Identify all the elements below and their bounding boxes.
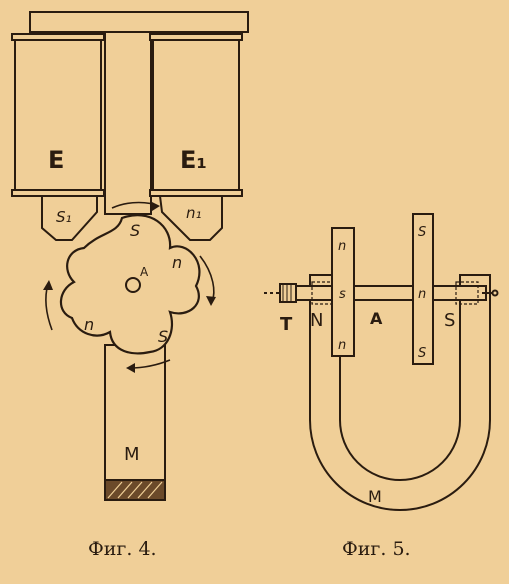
label-magnet: M	[368, 487, 382, 506]
bearing-right	[455, 281, 479, 305]
yoke-bar	[29, 11, 249, 33]
caption-figure-5: Фиг. 5.	[342, 538, 411, 560]
yoke-post	[104, 31, 152, 215]
figure-4	[11, 11, 249, 501]
label-base: M	[124, 444, 140, 465]
label-disk-left-top: n	[338, 239, 346, 254]
axle-shaft	[295, 285, 487, 301]
label-axle-4: A	[140, 265, 149, 279]
label-rotor-top: S	[130, 221, 140, 240]
axle-right-end	[491, 289, 499, 297]
coil-left	[11, 33, 105, 197]
disk-left	[331, 227, 355, 357]
pulley-teeth	[282, 284, 292, 302]
label-pole-north: N	[310, 310, 323, 331]
label-disk-left-mid: s	[339, 287, 346, 302]
label-coil-right: E₁	[180, 146, 207, 174]
base-hatch	[107, 481, 163, 499]
label-disk-left-bottom: n	[338, 338, 346, 353]
figure-5	[264, 213, 499, 511]
label-disk-right-bottom: S	[418, 346, 426, 361]
label-pulley: T	[280, 314, 293, 335]
label-coil-left: E	[48, 146, 64, 174]
arrow-heads	[43, 201, 216, 373]
label-disk-right-mid: n	[418, 287, 426, 302]
disk-right	[412, 213, 434, 365]
rotor-axle	[125, 277, 141, 293]
label-rotor-left: n	[84, 315, 94, 334]
figure-4-labels: E E₁ S₁ n₁ S n n S A M Фиг. 4.	[48, 146, 207, 560]
figure-5-labels: n s n S n S N S A T M Фиг. 5.	[280, 225, 455, 560]
label-axle-5: A	[370, 309, 383, 328]
pole-piece-right	[158, 195, 223, 241]
label-pole-south: S	[444, 310, 455, 331]
pulley	[279, 283, 297, 303]
label-pole-left: S₁	[56, 208, 72, 226]
label-rotor-bottom: S	[158, 327, 168, 346]
label-pole-right: n₁	[186, 204, 202, 222]
pole-piece-left	[41, 195, 98, 241]
label-rotor-right: n	[172, 253, 182, 272]
coil-right	[149, 33, 243, 197]
label-disk-right-top: S	[418, 225, 426, 240]
caption-figure-4: Фиг. 4.	[88, 538, 157, 560]
